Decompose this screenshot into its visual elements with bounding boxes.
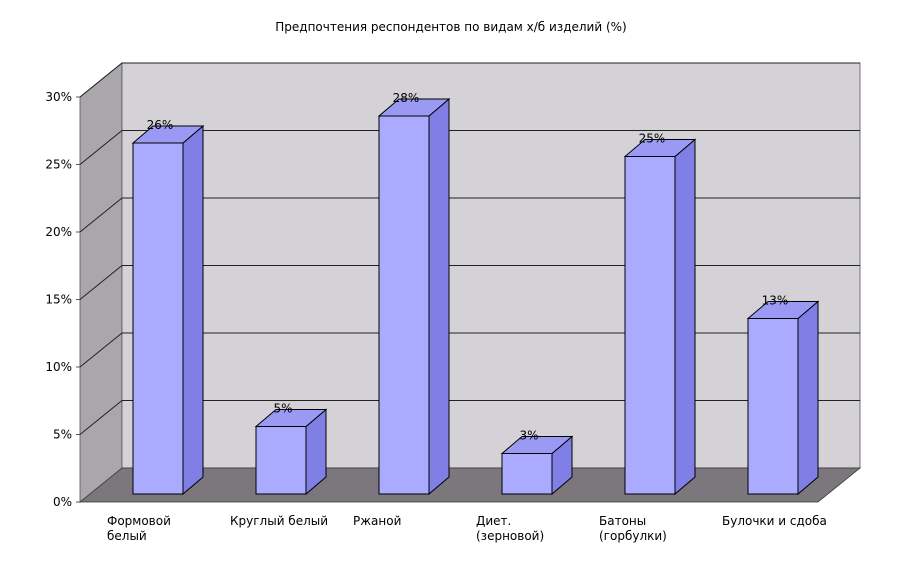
x-tick-label: Формовой bbox=[107, 514, 171, 528]
bar bbox=[378, 115, 430, 495]
bar bbox=[255, 426, 307, 495]
bar bbox=[747, 318, 799, 495]
x-tick-label: (зерновой) bbox=[476, 529, 544, 543]
chart-title: Предпочтения респондентов по видам х/б и… bbox=[275, 20, 627, 34]
data-label: 5% bbox=[273, 402, 292, 416]
x-tick-label: Диет. bbox=[476, 514, 511, 528]
bar-side bbox=[182, 124, 204, 496]
x-tick-label: Булочки и сдоба bbox=[722, 514, 827, 528]
x-tick-label: (горбулки) bbox=[599, 529, 667, 543]
x-tick-label: Ржаной bbox=[353, 514, 401, 528]
y-tick-label: 5% bbox=[53, 428, 72, 442]
data-label: 25% bbox=[639, 132, 666, 146]
gridline bbox=[79, 400, 860, 435]
y-tick-label: 30% bbox=[45, 90, 72, 104]
gridline bbox=[79, 265, 860, 300]
data-label: 3% bbox=[519, 429, 538, 443]
data-label: 13% bbox=[762, 294, 789, 308]
bar-side bbox=[428, 97, 450, 496]
bar-side bbox=[674, 138, 696, 496]
bar bbox=[624, 156, 676, 495]
data-label: 26% bbox=[147, 118, 174, 132]
y-tick-label: 20% bbox=[45, 225, 72, 239]
gridline bbox=[79, 197, 860, 233]
data-label: 28% bbox=[393, 91, 420, 105]
y-tick-label: 15% bbox=[45, 293, 72, 307]
y-tick-label: 25% bbox=[45, 158, 72, 172]
y-tick-label: 10% bbox=[45, 360, 72, 374]
gridline bbox=[79, 130, 860, 165]
x-tick-label: Круглый белый bbox=[230, 514, 328, 528]
gridline bbox=[79, 332, 860, 368]
bar bbox=[132, 142, 184, 495]
x-tick-label: Батоны bbox=[599, 514, 646, 528]
bar bbox=[501, 453, 553, 495]
x-tick-label: белый bbox=[107, 529, 147, 543]
bar-side bbox=[797, 300, 819, 496]
y-tick-label: 0% bbox=[53, 495, 72, 509]
gridline bbox=[79, 62, 860, 98]
